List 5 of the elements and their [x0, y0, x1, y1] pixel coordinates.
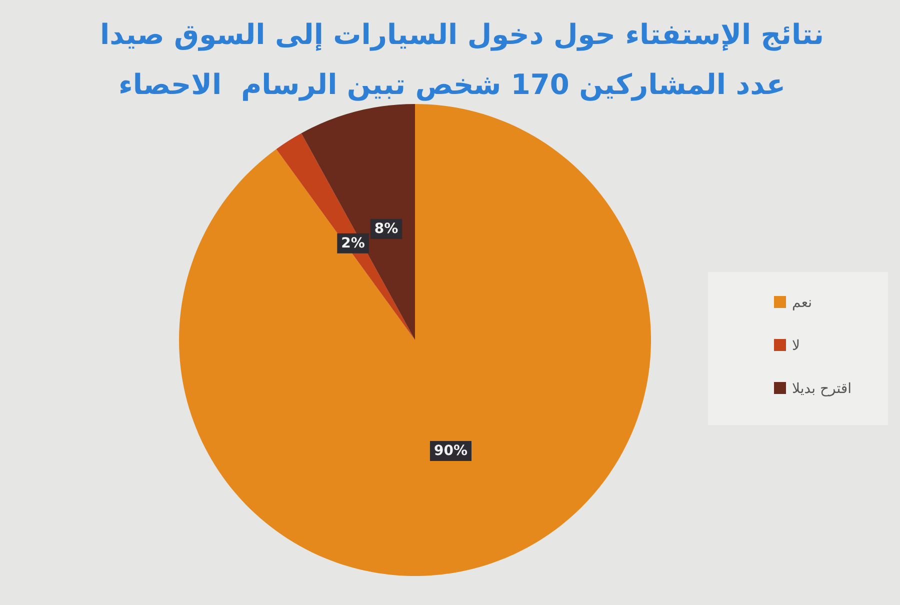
subtitle: عدد المشاركين 170 شخص تبين الرسام الاحصاء: [118, 68, 786, 101]
title: نتائج الإستفتاء حول دخول السيارات إلى السوق صيدا: [100, 18, 824, 51]
data-label: 90%: [434, 442, 468, 459]
data-label: 2%: [341, 235, 365, 252]
data-label: 8%: [374, 220, 398, 237]
